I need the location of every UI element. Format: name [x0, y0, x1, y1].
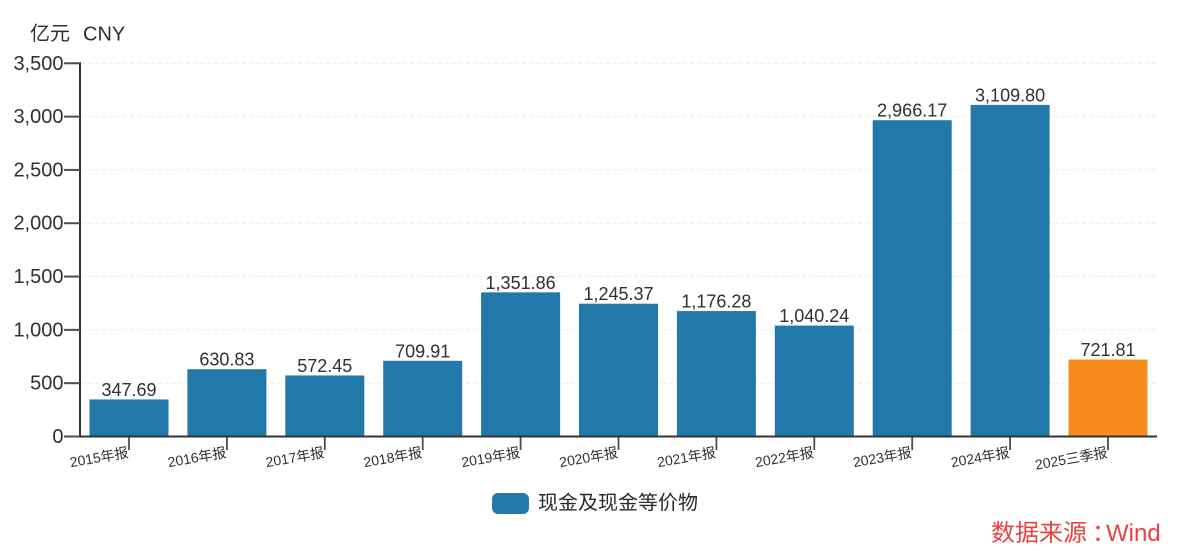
svg-text:630.83: 630.83: [199, 350, 254, 370]
svg-text:2023: 2023: [852, 449, 886, 470]
svg-text:2016: 2016: [166, 449, 200, 470]
svg-text:2020: 2020: [558, 449, 592, 470]
svg-text:500: 500: [30, 373, 63, 395]
svg-text:1,000: 1,000: [13, 319, 63, 341]
svg-text:2022: 2022: [754, 449, 788, 470]
svg-text:1,500: 1,500: [13, 266, 63, 288]
svg-text:3,000: 3,000: [13, 106, 63, 128]
svg-text:1,245.37: 1,245.37: [583, 284, 653, 304]
svg-text:1,040.24: 1,040.24: [779, 306, 849, 326]
svg-text:1,176.28: 1,176.28: [681, 292, 751, 312]
svg-text:2019: 2019: [460, 449, 494, 470]
svg-text:0: 0: [52, 426, 63, 448]
svg-text:3,500: 3,500: [13, 53, 63, 75]
svg-text:2,500: 2,500: [13, 159, 63, 181]
svg-text:2024: 2024: [950, 449, 984, 470]
svg-text:721.81: 721.81: [1080, 340, 1135, 360]
svg-text:2015: 2015: [69, 449, 103, 470]
svg-text:709.91: 709.91: [395, 341, 450, 361]
svg-text:2,966.17: 2,966.17: [877, 101, 947, 121]
svg-text:1,351.86: 1,351.86: [486, 273, 556, 293]
svg-text:2,000: 2,000: [13, 213, 63, 235]
svg-text:2021: 2021: [656, 449, 690, 470]
svg-text:Wind: Wind: [1106, 520, 1161, 547]
svg-text:3,109.80: 3,109.80: [975, 85, 1045, 105]
svg-text:572.45: 572.45: [297, 356, 352, 376]
svg-text:CNY: CNY: [83, 23, 125, 45]
svg-text:2017: 2017: [264, 449, 298, 470]
svg-text:347.69: 347.69: [101, 380, 156, 400]
svg-text:2025: 2025: [1034, 451, 1068, 472]
svg-text:2018: 2018: [362, 449, 396, 470]
